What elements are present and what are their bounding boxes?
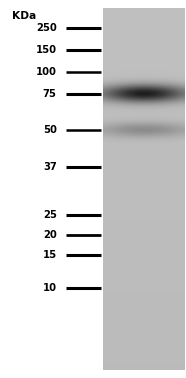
Text: 75: 75	[43, 89, 57, 99]
Text: 250: 250	[36, 23, 57, 33]
Text: 150: 150	[36, 45, 57, 55]
Text: 20: 20	[43, 230, 57, 240]
Text: 25: 25	[43, 211, 57, 220]
Text: 50: 50	[43, 125, 57, 135]
Text: 15: 15	[43, 250, 57, 260]
Text: 100: 100	[36, 67, 57, 77]
Text: 37: 37	[43, 162, 57, 172]
Text: KDa: KDa	[12, 11, 36, 20]
Text: 10: 10	[43, 283, 57, 293]
